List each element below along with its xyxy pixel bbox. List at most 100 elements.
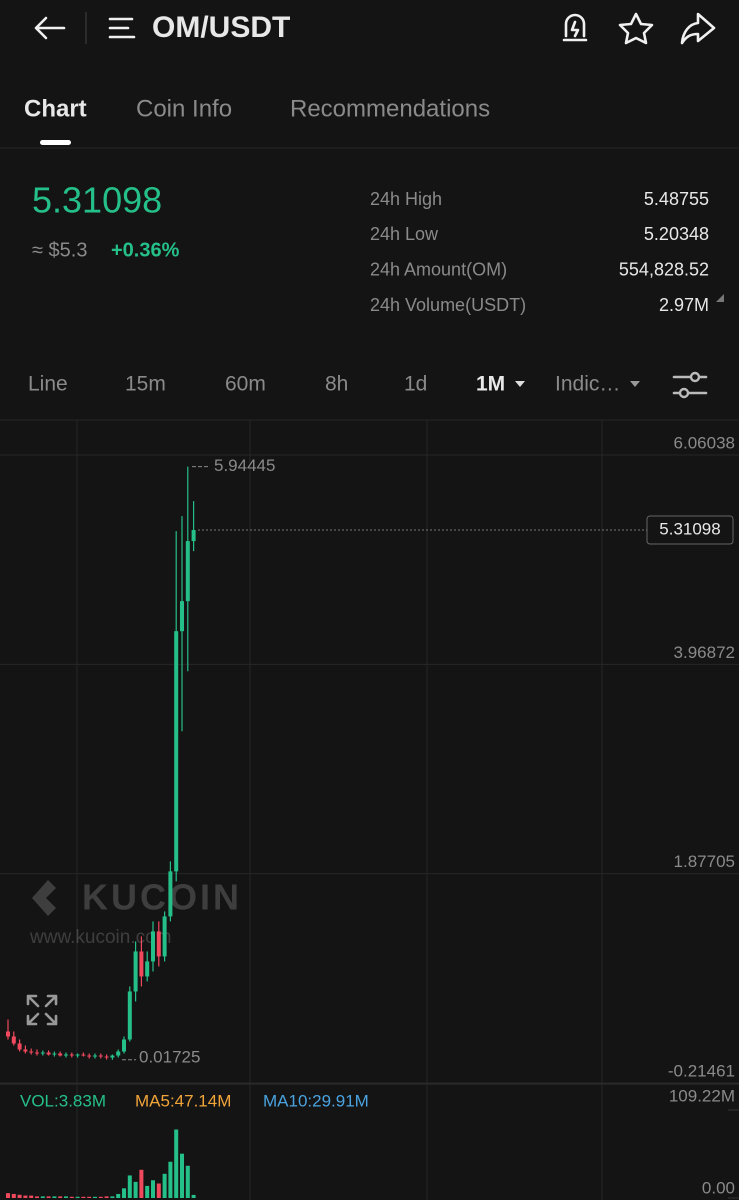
watermark-url: www.kucoin.com xyxy=(29,927,172,948)
share-button[interactable] xyxy=(680,12,716,45)
interval-option[interactable]: 1M xyxy=(476,373,505,396)
tab[interactable]: Recommendations xyxy=(290,95,490,122)
dropdown-caret xyxy=(515,381,525,387)
volume-bar xyxy=(162,1173,167,1198)
pair-title: OM/USDT xyxy=(152,11,290,44)
volume-bar xyxy=(185,1165,190,1198)
volume-bar xyxy=(17,1194,22,1198)
candle-body xyxy=(151,931,155,962)
stat-value: 5.20348 xyxy=(644,224,709,244)
candle-body xyxy=(162,916,167,957)
stat-value: 5.48755 xyxy=(644,189,709,209)
volume-bar xyxy=(156,1183,161,1198)
volume-bar xyxy=(174,1129,179,1198)
stat-label: 24h Volume(USDT) xyxy=(370,295,526,315)
volume-bar xyxy=(40,1196,45,1198)
candle-body xyxy=(156,931,161,957)
volume-tick-label: 109.22M xyxy=(669,1086,735,1105)
volume-tick-label: 0.00 xyxy=(702,1178,735,1197)
interval-option[interactable]: 15m xyxy=(125,373,166,396)
last-price-label: 5.31098 xyxy=(659,519,720,538)
candle-body xyxy=(87,1055,92,1057)
favorite-button[interactable] xyxy=(618,12,654,45)
volume-bar xyxy=(69,1196,74,1198)
volume-bar xyxy=(180,1153,184,1198)
volume-bar xyxy=(139,1169,144,1198)
last-price: 5.31098 xyxy=(32,180,162,221)
ma10-indicator: MA10:29.91M xyxy=(263,1091,369,1110)
tab[interactable]: Coin Info xyxy=(136,95,232,122)
candle-body xyxy=(191,529,196,542)
volume-bar xyxy=(23,1195,28,1198)
expand-caret xyxy=(716,294,724,302)
stat-value: 2.97M xyxy=(659,295,709,315)
candle-body xyxy=(75,1054,80,1056)
candle-body xyxy=(122,1039,126,1052)
volume-bar xyxy=(11,1193,16,1198)
volume-bar xyxy=(127,1175,132,1198)
candle-body xyxy=(6,1031,10,1037)
candle-body xyxy=(35,1052,39,1054)
volume-bar xyxy=(104,1196,109,1198)
volume-bar xyxy=(46,1196,51,1198)
stat-label: 24h Low xyxy=(370,224,439,244)
volume-bar xyxy=(122,1188,126,1198)
y-tick-label: 6.06038 xyxy=(674,433,735,452)
volume-bar xyxy=(81,1196,86,1198)
volume-bar xyxy=(191,1194,196,1198)
vertical-grid xyxy=(76,420,603,1200)
candle-body xyxy=(11,1036,16,1044)
volume-bar xyxy=(151,1180,155,1198)
stat-value: 554,828.52 xyxy=(619,260,709,280)
volume-bar xyxy=(110,1196,115,1198)
menu-button[interactable] xyxy=(108,17,136,39)
y-tick-label: 1.87705 xyxy=(674,852,735,871)
approx-price: ≈ $5.3 xyxy=(32,239,87,261)
volume-bar xyxy=(87,1196,92,1198)
dropdown-caret xyxy=(630,381,640,387)
volume-bar xyxy=(133,1181,138,1198)
candle-body xyxy=(110,1055,115,1058)
low-label: 0.01725 xyxy=(139,1047,200,1066)
back-button[interactable] xyxy=(34,16,66,40)
volume-bar xyxy=(168,1161,173,1198)
settings-button[interactable] xyxy=(672,371,708,399)
y-tick-label: 3.96872 xyxy=(674,643,735,662)
candle-body xyxy=(185,541,190,602)
fullscreen-button[interactable] xyxy=(26,994,58,1026)
volume-bar xyxy=(35,1196,39,1198)
y-tick-label: -0.21461 xyxy=(668,1061,735,1080)
alert-button[interactable] xyxy=(562,13,588,42)
interval-option[interactable]: 60m xyxy=(225,373,266,396)
volume-bar xyxy=(98,1196,103,1198)
volume-bar xyxy=(64,1196,68,1198)
interval-option[interactable]: 8h xyxy=(325,373,348,396)
candle-body xyxy=(133,951,138,992)
high-label: 5.94445 xyxy=(214,456,275,475)
volume-bar xyxy=(116,1193,121,1198)
candle-body xyxy=(46,1052,51,1055)
candle-body xyxy=(23,1049,28,1052)
last-price-tag xyxy=(646,515,734,545)
vol-indicator: VOL:3.83M xyxy=(20,1091,106,1110)
volume-bar xyxy=(93,1196,97,1198)
stat-label: 24h Amount(OM) xyxy=(370,260,507,280)
candle-body xyxy=(174,631,179,872)
volume-bar xyxy=(58,1196,63,1198)
candle-body xyxy=(29,1051,34,1053)
volume-bar xyxy=(6,1193,10,1198)
volume-bar xyxy=(75,1196,80,1198)
ma5-indicator: MA5:47.14M xyxy=(135,1091,231,1110)
candle-body xyxy=(17,1043,22,1050)
tab[interactable]: Chart xyxy=(24,95,87,122)
candle-body xyxy=(180,601,184,632)
candle-body xyxy=(81,1054,86,1056)
watermark-text: KUCOIN xyxy=(82,877,242,918)
interval-option[interactable]: Line xyxy=(28,373,68,396)
candle-body xyxy=(168,871,173,917)
candle-body xyxy=(116,1051,121,1056)
volume-bar xyxy=(52,1196,57,1198)
interval-option[interactable]: 1d xyxy=(404,373,427,396)
interval-option[interactable]: Indic… xyxy=(555,373,620,396)
